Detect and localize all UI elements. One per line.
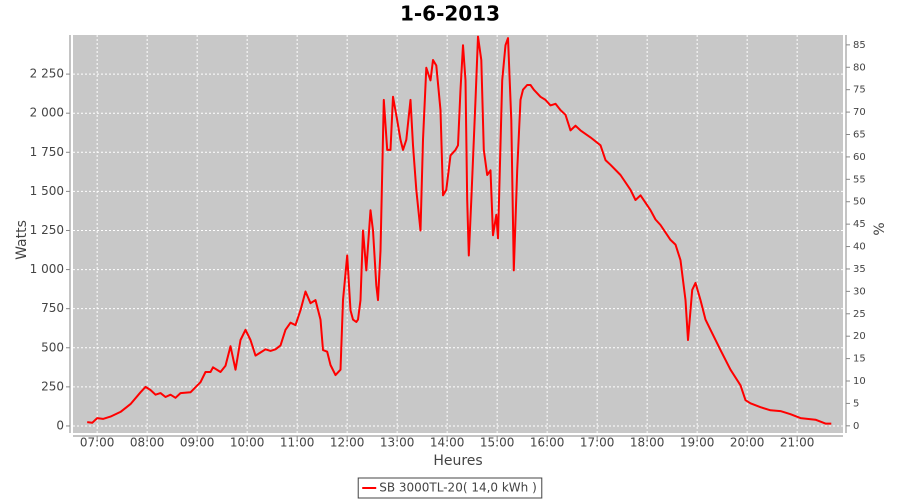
y2-tick-label: 70 [853, 107, 866, 118]
y2-tick-label: 15 [853, 354, 866, 365]
y-tick-label: 1 500 [30, 184, 64, 198]
x-tick-label: 18:00 [630, 436, 665, 450]
y-tick-label: 0 [56, 418, 64, 432]
x-tick-label: 08:00 [130, 436, 165, 450]
series-line [87, 35, 832, 425]
x-tick-label: 10:00 [230, 436, 265, 450]
y2-tick-label: 0 [853, 421, 859, 432]
x-tick-label: 16:00 [530, 436, 565, 450]
y2-tick-label: 10 [853, 376, 866, 387]
x-tick-label: 17:00 [580, 436, 615, 450]
plot-area [73, 35, 843, 433]
x-tick-label: 20:00 [730, 436, 765, 450]
y2-tick-label: 50 [853, 197, 866, 208]
x-tick-label: 11:00 [280, 436, 315, 450]
y-tick-label: 1 750 [30, 145, 64, 159]
y2-tick-label: 5 [853, 398, 859, 409]
y-axis-label: Watts [14, 220, 30, 260]
y2-tick-label: 45 [853, 219, 866, 230]
y2-tick-label: 75 [853, 85, 866, 96]
x-axis-label: Heures [433, 453, 482, 469]
chart-title: 1-6-2013 [400, 2, 500, 26]
x-tick-label: 07:00 [80, 436, 115, 450]
y-tick-label: 250 [41, 379, 64, 393]
y2-tick-label: 40 [853, 242, 866, 253]
x-tick-label: 19:00 [680, 436, 715, 450]
y-tick-label: 1 250 [30, 223, 64, 237]
legend: SB 3000TL-20( 14,0 kWh ) [357, 477, 543, 499]
x-tick-label: 12:00 [330, 436, 365, 450]
x-tick-label: 14:00 [430, 436, 465, 450]
y2-tick-label: 55 [853, 174, 866, 185]
x-tick-label: 13:00 [380, 436, 415, 450]
y2-tick-label: 20 [853, 331, 866, 342]
y-tick-label: 1 000 [30, 262, 64, 276]
y2-tick-label: 60 [853, 152, 866, 163]
y2-tick-label: 35 [853, 264, 866, 275]
y2-axis-label: % [872, 222, 888, 235]
y-tick-label: 750 [41, 301, 64, 315]
legend-box [357, 477, 543, 499]
y-tick-label: 2 000 [30, 106, 64, 120]
y2-tick-label: 80 [853, 62, 866, 73]
y2-tick-label: 65 [853, 130, 866, 141]
x-tick-label: 15:00 [480, 436, 515, 450]
y2-tick-label: 85 [853, 40, 866, 51]
y2-tick-label: 30 [853, 286, 866, 297]
legend-label: SB 3000TL-20( 14,0 kWh ) [379, 481, 537, 495]
x-tick-label: 21:00 [780, 436, 815, 450]
x-tick-label: 09:00 [180, 436, 215, 450]
y-tick-label: 2 250 [30, 67, 64, 81]
y-tick-label: 500 [41, 340, 64, 354]
y2-tick-label: 25 [853, 309, 866, 320]
